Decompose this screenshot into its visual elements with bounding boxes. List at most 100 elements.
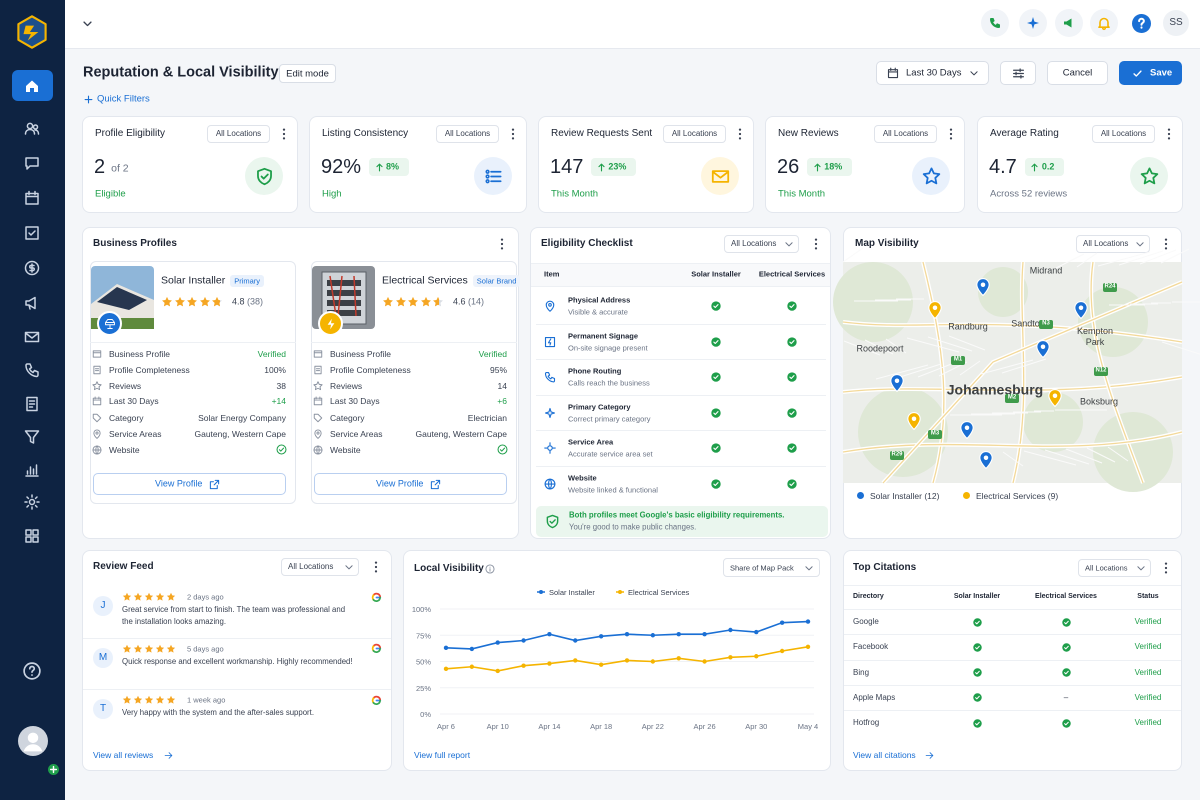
nav-icon[interactable]: [24, 429, 40, 445]
icon-shape: [166, 695, 176, 704]
row-icon: [314, 365, 322, 375]
cancel-label[interactable]: Cancel: [1062, 67, 1093, 79]
reviewer-initial: T: [99, 703, 107, 714]
date-range-button[interactable]: [876, 61, 989, 85]
location-filter-label[interactable]: All Locations: [215, 129, 262, 139]
location-filter-label[interactable]: All Locations: [882, 129, 929, 139]
icon-shape: [789, 375, 795, 380]
kpi-icon-bg: [701, 157, 739, 195]
location-filter[interactable]: [663, 125, 726, 143]
icon-shape: [1164, 566, 1168, 570]
view-profile-button[interactable]: [314, 473, 507, 495]
legend-label: Electrical Services: [628, 588, 690, 597]
nav-icon[interactable]: [24, 295, 40, 311]
row-value: Gauteng, Western Cape: [194, 428, 286, 439]
edit-mode-button[interactable]: [279, 64, 336, 83]
icon-shape: [738, 128, 742, 131]
view-all-citations[interactable]: View all citations: [853, 749, 916, 760]
menu-toggle[interactable]: [82, 18, 93, 29]
nav-icon[interactable]: [24, 260, 40, 276]
more-menu: [1164, 238, 1168, 250]
nav-icon[interactable]: [24, 329, 40, 345]
user-menu[interactable]: [1163, 10, 1189, 36]
map-street: [906, 337, 960, 353]
icon-shape: [166, 592, 176, 601]
icon-shape: [814, 242, 818, 246]
nav-icon[interactable]: [24, 120, 40, 136]
metric-filter[interactable]: [723, 558, 820, 577]
user-initials[interactable]: SS: [1169, 17, 1183, 28]
row-value: 100%: [264, 364, 286, 375]
location-filter-label[interactable]: All Locations: [1100, 129, 1147, 139]
location-filter[interactable]: [1076, 235, 1150, 253]
view-profile-label[interactable]: View Profile: [376, 478, 424, 489]
citation-status: Verified: [1134, 718, 1162, 728]
data-point: [521, 663, 526, 668]
directory-name: Apple Maps: [853, 693, 896, 703]
icon-shape: [372, 647, 381, 653]
map-park: [1023, 392, 1083, 452]
toolbar-button[interactable]: [981, 9, 1009, 37]
location-filter[interactable]: [874, 125, 937, 143]
nav-icon[interactable]: [24, 462, 40, 478]
nav-icon[interactable]: [24, 225, 40, 241]
location-filter[interactable]: [1092, 125, 1155, 143]
icon-shape: [199, 296, 210, 307]
photo-breakers: [327, 280, 361, 286]
nav-icon[interactable]: [24, 190, 40, 206]
location-filter-label[interactable]: All Locations: [731, 239, 777, 249]
quick-filters[interactable]: Quick Filters: [97, 93, 150, 105]
nav-icon[interactable]: [24, 528, 40, 544]
map-street: [1044, 449, 1090, 465]
kpi-subtext: This Month: [778, 188, 825, 200]
nav-icon[interactable]: [24, 494, 40, 510]
profile-rating: 4.6: [453, 296, 466, 307]
nav-icon[interactable]: [24, 362, 40, 378]
location-filter[interactable]: [436, 125, 499, 143]
location-filter-label[interactable]: All Locations: [1085, 563, 1128, 573]
help-button[interactable]: [1131, 13, 1151, 33]
nav-icon[interactable]: [24, 396, 40, 412]
item-status: [711, 336, 721, 347]
icon-shape: [133, 644, 143, 653]
item-icon: [544, 442, 556, 455]
edit-mode-label[interactable]: Edit mode: [286, 67, 329, 79]
location-filter-label[interactable]: All Locations: [1083, 239, 1129, 249]
view-full-report[interactable]: View full report: [414, 749, 471, 760]
icon-shape: [24, 430, 40, 444]
profile-tag: [472, 275, 521, 287]
toolbar-button[interactable]: [1090, 9, 1118, 37]
nav-icon[interactable]: [24, 155, 40, 171]
line-chart: 0% 25% 50% 75% 100% Apr 6 Apr 10 Apr 14 Apr 18 Ap…: [412, 588, 818, 731]
save-button[interactable]: [1119, 61, 1182, 85]
website-ok: [276, 444, 286, 455]
road-label: N12: [1095, 367, 1107, 374]
metric-filter-label[interactable]: Share of Map Pack: [730, 563, 794, 572]
x-tick-label: Apr 10: [487, 722, 509, 731]
data-point: [676, 656, 681, 661]
location-filter-label[interactable]: All Locations: [671, 129, 718, 139]
icon-shape: [433, 296, 443, 307]
location-filter[interactable]: [724, 235, 799, 253]
map-pin: [960, 421, 974, 439]
view-profile-button[interactable]: [93, 473, 286, 495]
rating-star: [187, 296, 197, 307]
icon-shape: [23, 25, 39, 41]
view-profile-label[interactable]: View Profile: [155, 478, 203, 489]
website-ok: [497, 444, 507, 455]
date-range-label[interactable]: Last 30 Days: [906, 67, 962, 79]
data-point: [624, 658, 630, 663]
cancel-button[interactable]: [1047, 61, 1108, 85]
column-header: Electrical Services: [1035, 592, 1097, 600]
icon-shape: [974, 670, 980, 675]
map-road-center: [842, 321, 1183, 343]
location-filter-label[interactable]: All Locations: [444, 129, 491, 139]
location-filter[interactable]: [207, 125, 270, 143]
view-all-reviews[interactable]: View all reviews: [93, 749, 154, 760]
location-filter-label[interactable]: All Locations: [288, 562, 334, 572]
icon-shape: [511, 128, 515, 131]
save-label[interactable]: Save: [1150, 67, 1173, 79]
icon-shape: [546, 514, 558, 528]
location-filter[interactable]: [281, 558, 359, 576]
location-filter[interactable]: [1078, 559, 1151, 577]
